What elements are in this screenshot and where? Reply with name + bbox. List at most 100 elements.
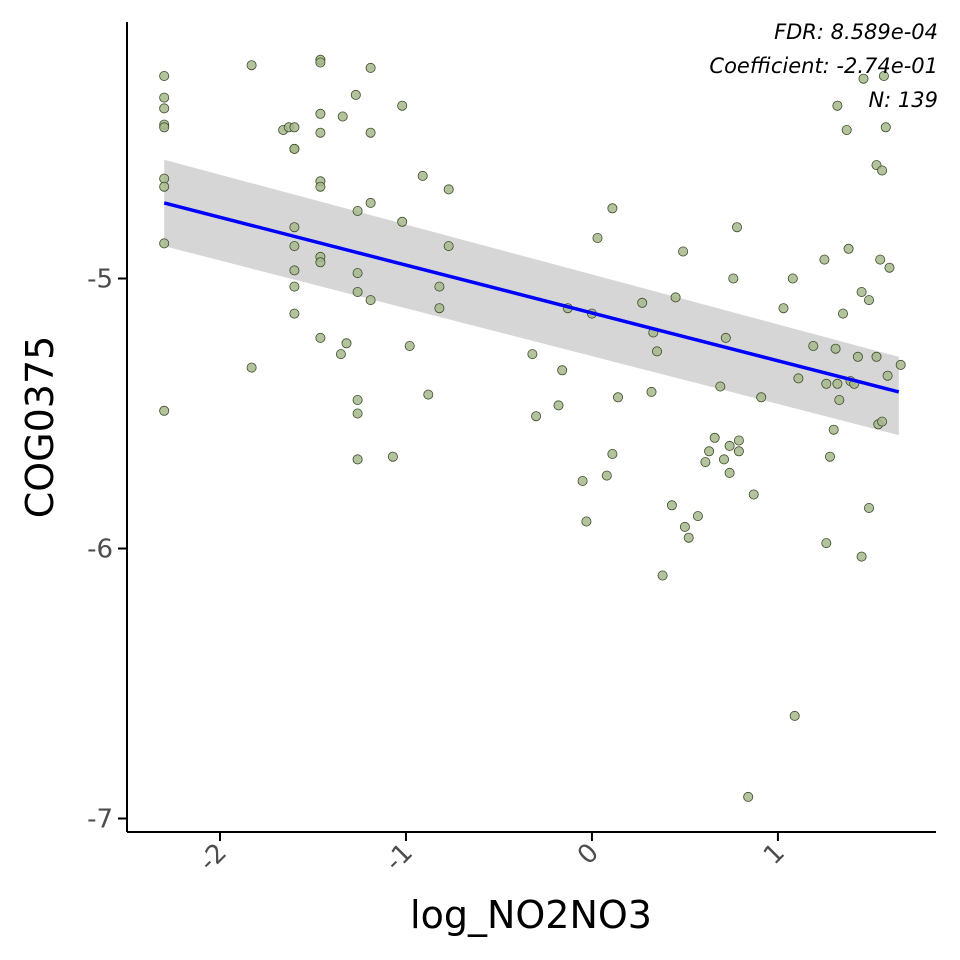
data-point	[692, 511, 703, 522]
data-point	[246, 60, 257, 71]
data-point	[756, 392, 767, 403]
data-point	[365, 197, 376, 208]
data-point	[877, 416, 888, 427]
data-point	[159, 181, 170, 192]
data-point	[581, 516, 592, 527]
data-point	[825, 451, 836, 462]
data-point	[830, 343, 841, 354]
data-point	[884, 262, 895, 273]
data-point	[789, 710, 800, 721]
data-point	[808, 340, 819, 351]
data-point	[553, 400, 564, 411]
data-point	[289, 265, 300, 276]
data-point	[895, 359, 906, 370]
data-point	[434, 303, 445, 314]
data-point	[387, 451, 398, 462]
data-point	[592, 232, 603, 243]
data-point	[352, 408, 363, 419]
data-point	[289, 308, 300, 319]
data-point	[289, 222, 300, 233]
data-point	[715, 381, 726, 392]
data-point	[821, 538, 832, 549]
data-point	[646, 386, 657, 397]
data-point	[335, 349, 346, 360]
data-point	[732, 222, 743, 233]
data-point	[315, 257, 326, 268]
data-point	[670, 292, 681, 303]
data-point	[733, 435, 744, 446]
data-point	[858, 73, 869, 84]
data-point	[159, 405, 170, 416]
data-point	[443, 184, 454, 195]
data-point	[700, 457, 711, 468]
data-point	[852, 351, 863, 362]
coefficient-annotation: Coefficient: -2.74e-01	[709, 54, 938, 78]
data-point	[531, 411, 542, 422]
data-point	[397, 216, 408, 227]
data-point	[704, 446, 715, 457]
data-point	[841, 125, 852, 136]
data-point	[443, 241, 454, 252]
x-axis-title: log_NO2NO3	[410, 893, 652, 937]
data-point	[821, 378, 832, 389]
x-tick-label: 0	[572, 838, 605, 871]
data-point	[315, 57, 326, 68]
data-point	[365, 295, 376, 306]
data-point	[679, 521, 690, 532]
stats-annotation: FDR: 8.589e-04 Coefficient: -2.74e-01 N:…	[709, 20, 938, 112]
data-point	[434, 281, 445, 292]
y-tick-label: -5	[87, 265, 113, 295]
data-point	[719, 454, 730, 465]
data-point	[637, 297, 648, 308]
x-tick-label: -2	[193, 838, 233, 878]
x-tick-label: -1	[379, 838, 419, 878]
data-point	[666, 500, 677, 511]
data-point	[557, 365, 568, 376]
data-point	[819, 254, 830, 265]
data-point	[724, 440, 735, 451]
data-point	[607, 448, 618, 459]
data-point	[828, 424, 839, 435]
data-point	[709, 432, 720, 443]
data-point	[793, 373, 804, 384]
data-point	[838, 308, 849, 319]
data-point	[289, 143, 300, 154]
data-point	[787, 273, 798, 284]
x-tick-label: 1	[758, 838, 791, 871]
data-point	[352, 394, 363, 405]
data-point	[601, 470, 612, 481]
data-point	[289, 281, 300, 292]
data-point	[748, 489, 759, 500]
data-point	[724, 467, 735, 478]
data-point	[843, 243, 854, 254]
data-point	[864, 295, 875, 306]
data-point	[315, 332, 326, 343]
fdr-annotation: FDR: 8.589e-04	[774, 20, 938, 44]
data-point	[246, 362, 257, 373]
y-axis-title: COG0375	[18, 336, 62, 519]
data-point	[728, 273, 739, 284]
y-tick-label: -7	[87, 805, 113, 835]
data-point	[315, 181, 326, 192]
data-point	[832, 100, 843, 111]
data-point	[832, 378, 843, 389]
data-point	[352, 268, 363, 279]
data-point	[404, 340, 415, 351]
data-point	[352, 286, 363, 297]
data-point	[315, 127, 326, 138]
data-point	[159, 71, 170, 82]
data-point	[877, 165, 888, 176]
data-point	[733, 446, 744, 457]
data-point	[577, 475, 588, 486]
y-axis-ticks: -7 -6 -5	[87, 265, 127, 835]
data-point	[678, 246, 689, 257]
data-point	[875, 254, 886, 265]
data-point	[365, 62, 376, 73]
data-point	[352, 454, 363, 465]
data-point	[856, 551, 867, 562]
regression-line	[163, 201, 900, 394]
data-point	[871, 351, 882, 362]
data-point	[607, 203, 618, 214]
data-point	[159, 122, 170, 133]
